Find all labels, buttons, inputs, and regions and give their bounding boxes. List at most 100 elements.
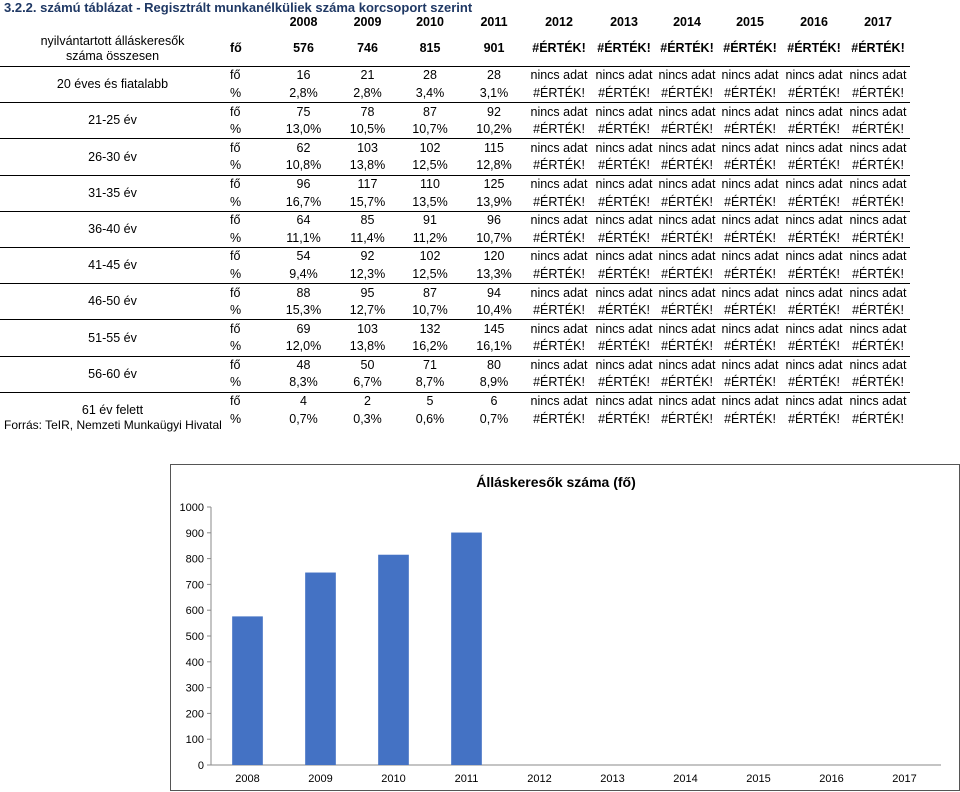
pct-value: #ÉRTÉK! [724,230,776,245]
pct-value: #ÉRTÉK! [788,339,840,354]
unit-cell: fő [225,319,270,338]
count-value: nincs adat [656,283,718,302]
age-group-label: 20 éves és fiatalabb [0,66,225,103]
unit-cell: fő [225,102,270,121]
count-value: nincs adat [782,66,846,85]
count-value: nincs adat [526,66,592,85]
pct-value: 15,7% [349,194,386,209]
count-value: 62 [270,138,337,158]
pct-value: #ÉRTÉK! [661,411,713,426]
group-pct-row: % 0,7% 0,3% 0,6% 0,7% #ÉRTÉK! #ÉRTÉK! #ÉRTÉK! #É… [0,410,910,428]
pct-value: 12,7% [349,303,386,318]
x-tick-label: 2013 [600,773,624,785]
count-value: nincs adat [718,210,782,230]
pct-value: #ÉRTÉK! [598,303,650,318]
y-tick-label: 400 [186,657,204,669]
count-value: nincs adat [656,247,718,266]
pct-value: #ÉRTÉK! [598,122,650,137]
pct-value: 8,7% [415,375,445,390]
count-value: nincs adat [526,210,592,230]
count-value: 102 [398,247,462,266]
count-value: 80 [462,355,526,375]
y-tick-label: 300 [186,683,204,695]
pct-value: #ÉRTÉK! [852,194,904,209]
pct-value: 0,7% [479,411,509,426]
pct-value: #ÉRTÉK! [788,85,840,100]
total-label: nyilvántartott álláskeresők száma összes… [40,33,185,63]
age-group-label: 26-30 év [0,138,225,176]
count-value: nincs adat [718,391,782,411]
count-value: 21 [337,66,398,85]
year-header: 2010 [416,15,444,30]
count-value: 4 [270,391,337,411]
pct-value: 12,5% [412,158,448,173]
pct-value: #ÉRTÉK! [852,303,904,318]
year-header: 2009 [353,15,382,30]
count-value: nincs adat [718,138,782,158]
y-tick-label: 900 [186,528,204,540]
count-value: 125 [462,174,526,194]
count-value: nincs adat [592,102,656,121]
pct-value: #ÉRTÉK! [661,122,713,137]
total-value: 576 [293,41,314,56]
pct-value: #ÉRTÉK! [598,266,650,281]
bar-chart: Álláskeresők száma (fő) 0 100 200 300 400 500 6… [180,474,941,785]
total-value: #ÉRTÉK! [597,41,651,56]
pct-value: #ÉRTÉK! [724,85,776,100]
count-value: nincs adat [846,174,910,194]
pct-value: 13,8% [349,158,386,173]
pct-value: 12,5% [412,266,448,281]
pct-value: #ÉRTÉK! [852,411,904,426]
pct-value: 12,3% [349,266,386,281]
header-row: 2008 2009 2010 2011 2012 2013 2014 2015 2016 2017 [0,14,910,32]
pct-value: #ÉRTÉK! [533,194,585,209]
total-value: 901 [483,41,505,56]
unit-cell: fő [225,210,270,230]
count-value: nincs adat [782,391,846,411]
group-pct-row: % 13,0% 10,5% 10,7% 10,2% #ÉRTÉK! #ÉRTÉK! #ÉRTÉ… [0,121,910,139]
count-value: nincs adat [718,174,782,194]
count-value: 5 [398,391,462,411]
count-value: 54 [270,247,337,266]
group-pct-row: % 9,4% 12,3% 12,5% 13,3% #ÉRTÉK! #ÉRTÉK! #ÉRTÉK… [0,266,910,284]
count-value: 87 [398,283,462,302]
count-value: nincs adat [656,319,718,338]
group-pct-row: % 11,1% 11,4% 11,2% 10,7% #ÉRTÉK! #ÉRTÉK! #ÉRTÉ… [0,229,910,247]
count-value: nincs adat [592,247,656,266]
count-value: nincs adat [846,283,910,302]
group-pct-row: % 16,7% 15,7% 13,5% 13,9% #ÉRTÉK! #ÉRTÉK! #ÉRTÉ… [0,193,910,211]
pct-value: #ÉRTÉK! [598,411,650,426]
pct-value: 10,4% [476,303,512,318]
unit-cell: % [230,266,242,281]
pct-value: 0,3% [353,411,382,426]
pct-value: 8,9% [479,375,509,390]
count-value: nincs adat [526,283,592,302]
year-header: 2008 [289,15,318,30]
count-value: nincs adat [526,247,592,266]
group-count-row: 20 éves és fiatalabb fő 16 21 28 28 nincs adat… [0,66,910,103]
pct-value: 10,5% [349,122,386,137]
header-blank [0,14,225,32]
total-value: 746 [357,41,378,56]
pct-value: #ÉRTÉK! [661,230,713,245]
count-value: 64 [270,210,337,230]
total-row: nyilvántartott álláskeresők száma összes… [0,32,910,67]
pct-value: #ÉRTÉK! [852,158,904,173]
age-group-label: 56-60 év [0,355,225,393]
count-value: nincs adat [526,102,592,121]
count-value: 103 [337,319,398,338]
pct-value: #ÉRTÉK! [661,303,713,318]
total-value: #ÉRTÉK! [787,41,841,56]
group-pct-row: % 15,3% 12,7% 10,7% 10,4% #ÉRTÉK! #ÉRTÉK! #ÉRTÉ… [0,302,910,320]
pct-value: #ÉRTÉK! [598,230,650,245]
y-tick-label: 0 [198,760,204,772]
age-group-label: 61 év felett [0,391,225,428]
pct-value: 16,2% [412,339,448,354]
age-group-label: 51-55 év [0,319,225,357]
group-pct-row: % 8,3% 6,7% 8,7% 8,9% #ÉRTÉK! #ÉRTÉK! #ÉRTÉK! #É… [0,374,910,392]
total-value: #ÉRTÉK! [532,41,586,56]
group-pct-row: % 2,8% 2,8% 3,4% 3,1% #ÉRTÉK! #ÉRTÉK! #ÉRTÉK! #É… [0,85,910,103]
count-value: nincs adat [846,210,910,230]
count-value: 145 [462,319,526,338]
count-value: nincs adat [592,283,656,302]
